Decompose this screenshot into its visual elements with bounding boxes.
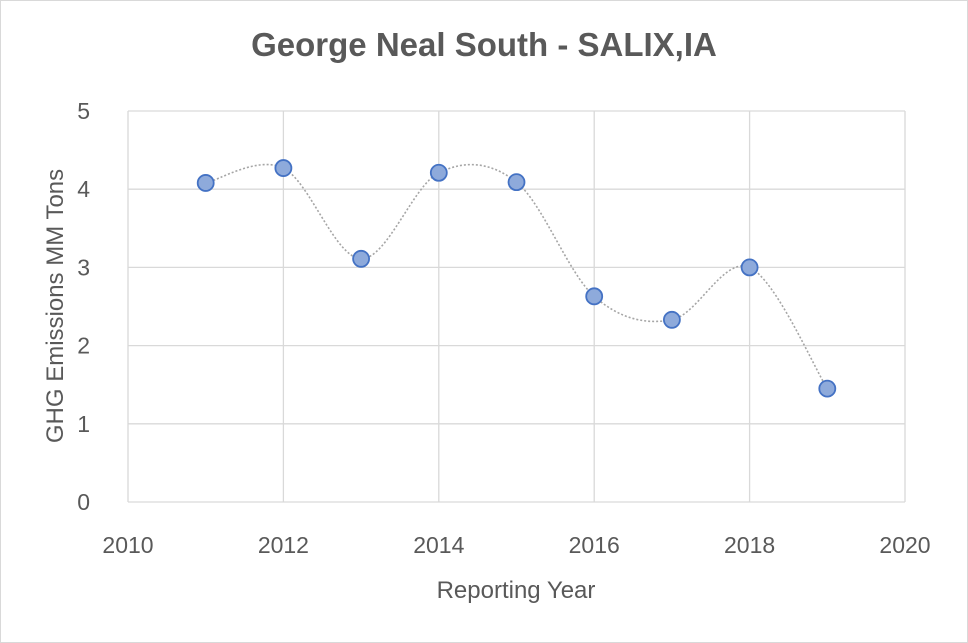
data-point: [274, 159, 293, 177]
y-axis-title: GHG Emissions MM Tons: [42, 169, 69, 443]
trendline: [205, 163, 828, 390]
y-tick-label: 1: [77, 411, 90, 437]
tick-labels: 0 1 2 3 4 5 2010 2012 2014 2016 2018 2020: [77, 98, 930, 558]
data-point: [818, 379, 837, 398]
y-tick-label: 2: [77, 333, 90, 359]
x-tick-label: 2018: [724, 532, 775, 558]
data-point: [740, 258, 759, 277]
y-tick-label: 5: [77, 98, 90, 124]
x-tick-label: 2016: [569, 532, 620, 558]
data-point: [352, 249, 371, 268]
data-point: [196, 174, 215, 192]
grid-lines: [127, 110, 906, 503]
data-point: [663, 310, 681, 329]
y-tick-label: 4: [77, 176, 90, 202]
x-tick-label: 2020: [879, 532, 930, 558]
x-tick-label: 2010: [102, 532, 153, 558]
y-tick-label: 3: [77, 254, 90, 280]
y-tick-label: 0: [77, 489, 90, 515]
x-axis-title: Reporting Year: [437, 577, 596, 604]
data-point: [507, 173, 526, 192]
data-point: [585, 287, 604, 306]
x-tick-label: 2014: [413, 532, 464, 558]
x-tick-label: 2012: [258, 532, 309, 558]
data-point: [429, 163, 448, 182]
data-points: [196, 159, 837, 398]
chart-title: George Neal South - SALIX,IA: [251, 26, 717, 63]
